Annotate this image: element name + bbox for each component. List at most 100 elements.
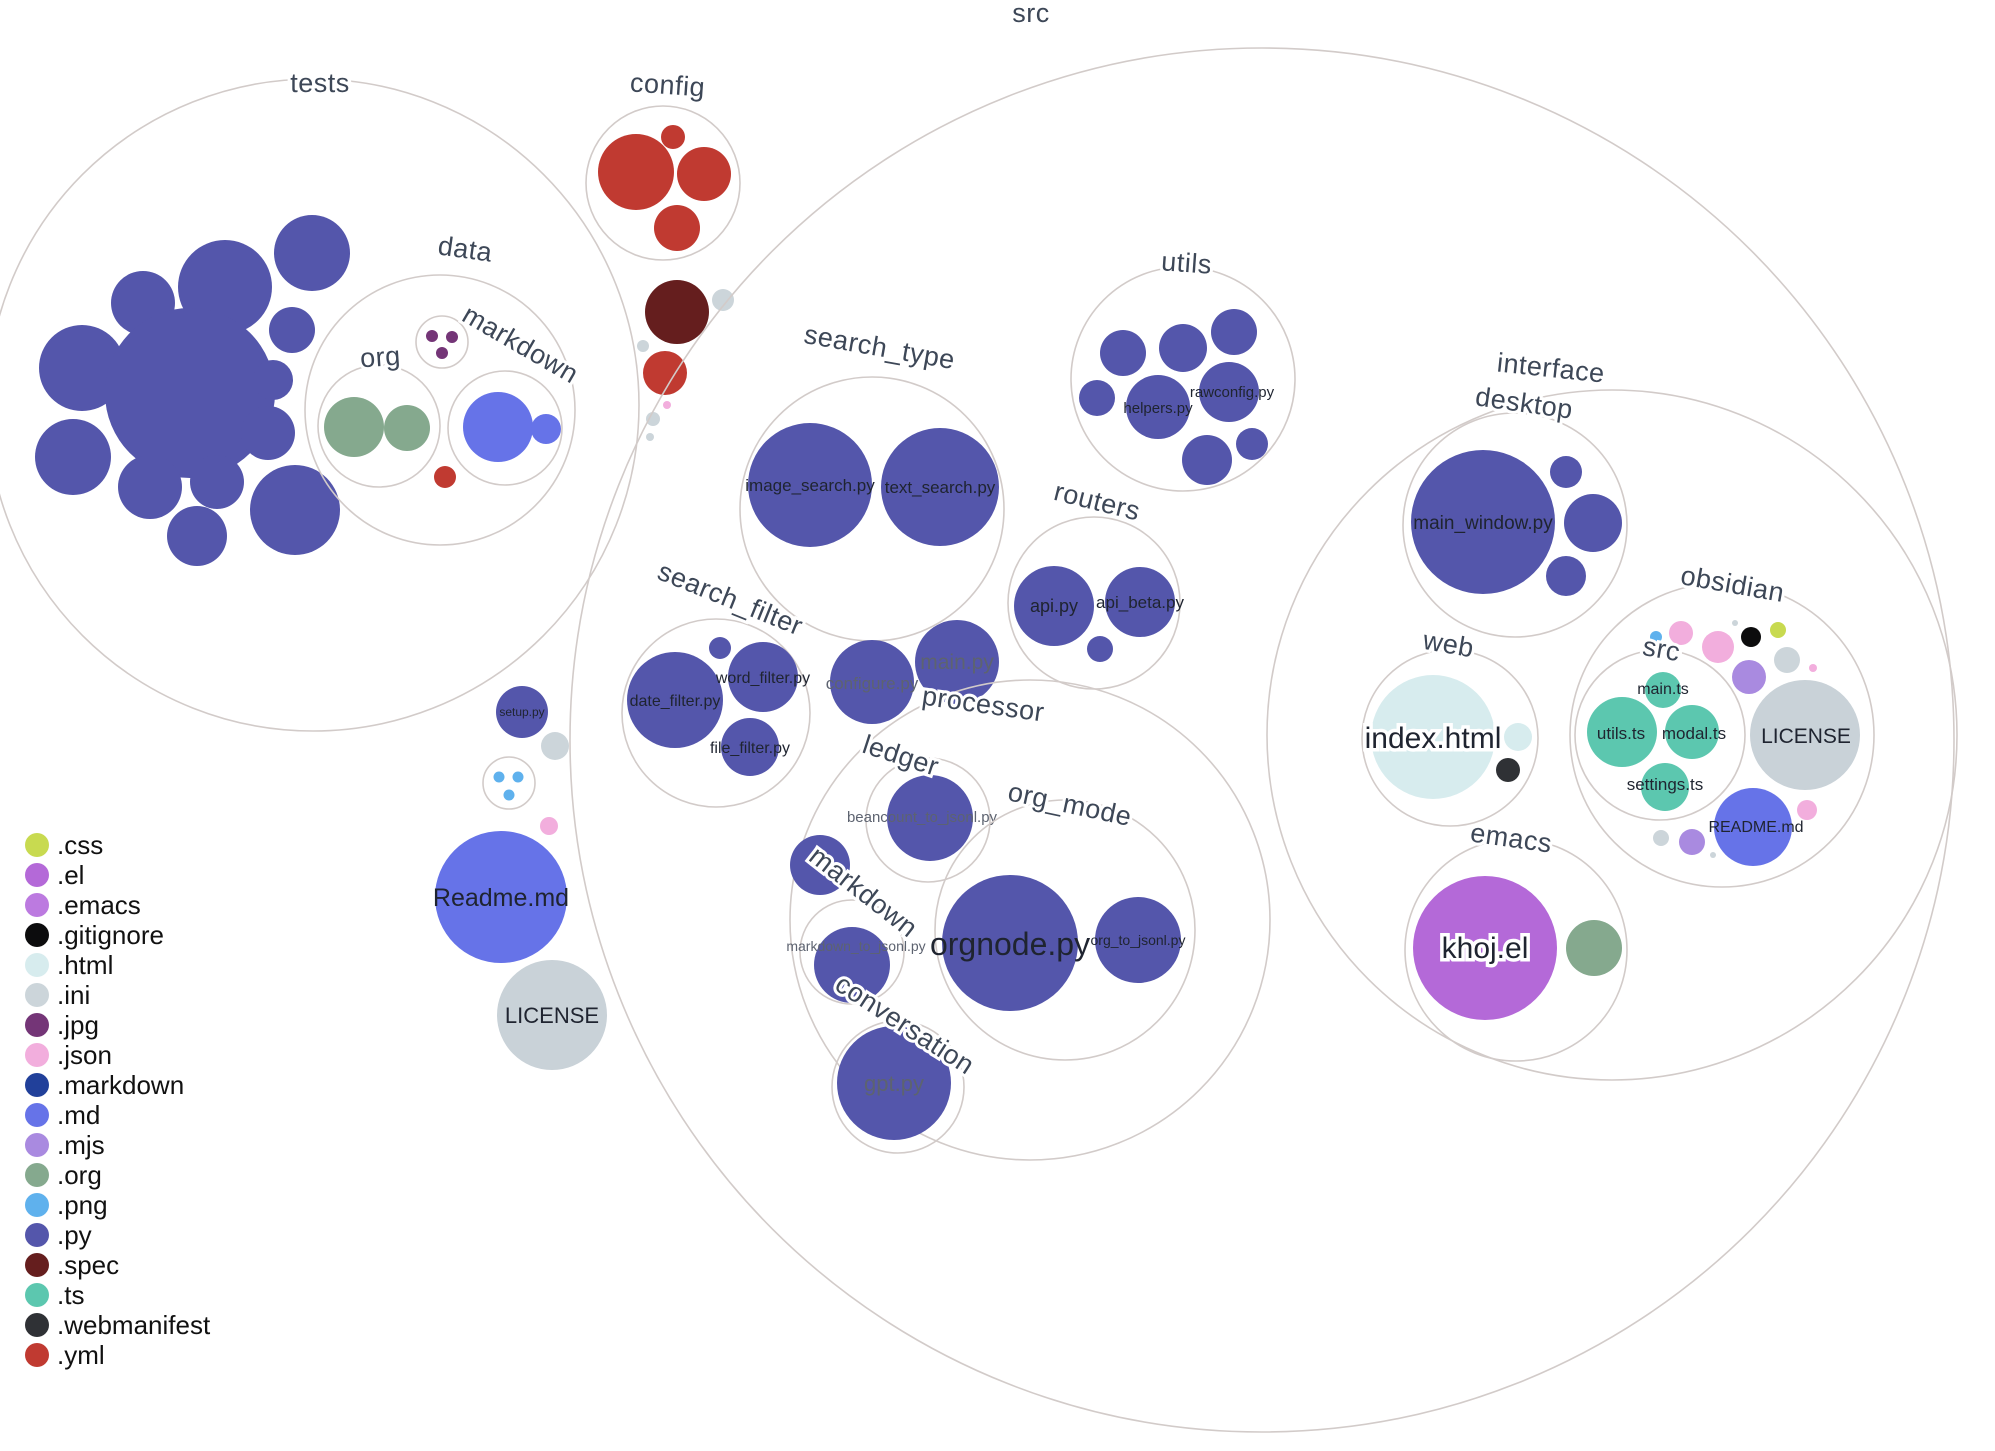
file-gpt-circle[interactable] (837, 1026, 951, 1140)
file-file-filter-circle[interactable] (721, 718, 779, 776)
file-ini-circle[interactable] (1710, 852, 1716, 858)
file-md-circle[interactable] (531, 414, 561, 444)
file-json-circle[interactable] (540, 817, 558, 835)
file-ini-circle[interactable] (646, 412, 660, 426)
file-license-circle[interactable] (497, 960, 607, 1070)
folder-tests-circle[interactable] (0, 78, 640, 732)
file-py-circle[interactable] (1564, 494, 1622, 552)
file-obsidian-license-circle[interactable] (1750, 680, 1860, 790)
file-gitignore-circle[interactable] (1741, 627, 1761, 647)
folder-jpg-dir-circle[interactable] (415, 315, 469, 369)
file-css-circle[interactable] (1770, 622, 1786, 638)
file-py-circle[interactable] (1159, 324, 1207, 372)
file-md-circle[interactable] (463, 392, 533, 462)
file-yml-circle[interactable] (654, 205, 700, 251)
folder-web-circle[interactable] (1361, 649, 1539, 827)
file-py-circle[interactable] (1087, 636, 1113, 662)
file-yml-circle[interactable] (643, 351, 687, 395)
file-html-circle[interactable] (1504, 723, 1532, 751)
file-py-circle[interactable] (1079, 380, 1115, 416)
file-spec-circle[interactable] (645, 280, 709, 344)
file-py-circle[interactable] (118, 455, 182, 519)
file-main-ts-circle[interactable] (1645, 672, 1681, 708)
folder-search-filter-circle[interactable] (621, 618, 811, 808)
file-json-circle[interactable] (663, 401, 671, 409)
file-ini-circle[interactable] (1732, 620, 1738, 626)
folder-org-mode-circle[interactable] (934, 799, 1196, 1061)
file-khoj-el-circle[interactable] (1413, 876, 1557, 1020)
file-py-circle[interactable] (1236, 428, 1268, 460)
folder-data-markdown-circle[interactable] (447, 370, 563, 486)
file-word-filter-circle[interactable] (728, 642, 798, 712)
file-rawconfig-circle[interactable] (1199, 362, 1259, 422)
file-index-html-circle[interactable] (1371, 675, 1495, 799)
folder-obsidian-src-circle[interactable] (1574, 649, 1746, 821)
file-py-circle[interactable] (790, 835, 850, 895)
file-mjs-circle[interactable] (1679, 829, 1705, 855)
file-text-search-circle[interactable] (881, 428, 999, 546)
folder-utils-circle[interactable] (1070, 266, 1296, 492)
folder-processor-markdown-circle[interactable] (799, 899, 905, 1005)
file-setup-py-circle[interactable] (496, 686, 548, 738)
file-py-circle[interactable] (167, 506, 227, 566)
file-json-circle[interactable] (1797, 800, 1817, 820)
file-py-circle[interactable] (1211, 309, 1257, 355)
file-py-circle[interactable] (709, 637, 731, 659)
file-org-circle[interactable] (324, 397, 384, 457)
file-markdown-to-jsonl-circle[interactable] (814, 927, 890, 1003)
file-configure-py-circle[interactable] (830, 640, 914, 724)
folder-data-org-circle[interactable] (317, 364, 441, 488)
file-png-circle[interactable] (1650, 631, 1662, 643)
file-png-circle[interactable] (493, 771, 505, 783)
folder-png-dir-circle[interactable] (482, 756, 536, 810)
file-main-py-circle[interactable] (915, 620, 999, 704)
file-ini-circle[interactable] (712, 289, 734, 311)
file-py-circle[interactable] (39, 325, 125, 411)
file-beancount-circle[interactable] (887, 775, 973, 861)
folder-ledger-circle[interactable] (865, 757, 991, 883)
folder-emacs-circle[interactable] (1404, 838, 1628, 1062)
file-jpg-circle[interactable] (436, 347, 448, 359)
file-ini-circle[interactable] (1774, 647, 1800, 673)
file-py-circle[interactable] (241, 406, 295, 460)
file-ini-circle[interactable] (1653, 830, 1669, 846)
folder-config-circle[interactable] (585, 105, 741, 261)
file-py-circle[interactable] (35, 419, 111, 495)
file-py-circle[interactable] (105, 308, 275, 478)
file-py-circle[interactable] (190, 455, 244, 509)
file-png-circle[interactable] (512, 771, 524, 783)
file-json-circle[interactable] (1809, 664, 1817, 672)
file-py-circle[interactable] (269, 307, 315, 353)
file-date-filter-circle[interactable] (627, 652, 723, 748)
file-py-circle[interactable] (1100, 330, 1146, 376)
file-mjs-circle[interactable] (1732, 660, 1766, 694)
file-org-circle[interactable] (1566, 920, 1622, 976)
file-jpg-circle[interactable] (446, 331, 458, 343)
file-py-circle[interactable] (1182, 435, 1232, 485)
file-helpers-circle[interactable] (1126, 375, 1190, 439)
file-png-circle[interactable] (503, 789, 515, 801)
file-api-beta-circle[interactable] (1105, 567, 1175, 637)
file-yml-circle[interactable] (661, 125, 685, 149)
file-settings-ts-circle[interactable] (1641, 763, 1689, 811)
file-jpg-circle[interactable] (426, 330, 438, 342)
file-api-circle[interactable] (1014, 566, 1094, 646)
file-image-search-circle[interactable] (748, 423, 872, 547)
file-orgnode-circle[interactable] (942, 875, 1078, 1011)
folder-interface-circle[interactable] (1266, 389, 1958, 1081)
file-yml-circle[interactable] (434, 466, 456, 488)
folder-data-circle[interactable] (304, 274, 576, 546)
file-obsidian-readme-circle[interactable] (1714, 788, 1792, 866)
file-py-circle[interactable] (1550, 456, 1582, 488)
file-py-circle[interactable] (250, 465, 340, 555)
folder-src-circle[interactable] (569, 47, 1955, 1433)
file-json-circle[interactable] (1702, 631, 1734, 663)
file-org-to-jsonl-circle[interactable] (1095, 897, 1181, 983)
file-ini-circle[interactable] (646, 433, 654, 441)
folder-desktop-circle[interactable] (1402, 412, 1628, 638)
folder-processor-circle[interactable] (789, 679, 1271, 1161)
file-ini-circle[interactable] (637, 340, 649, 352)
file-json-circle[interactable] (1669, 621, 1693, 645)
file-yml-circle[interactable] (598, 134, 674, 210)
file-py-circle[interactable] (1546, 556, 1586, 596)
